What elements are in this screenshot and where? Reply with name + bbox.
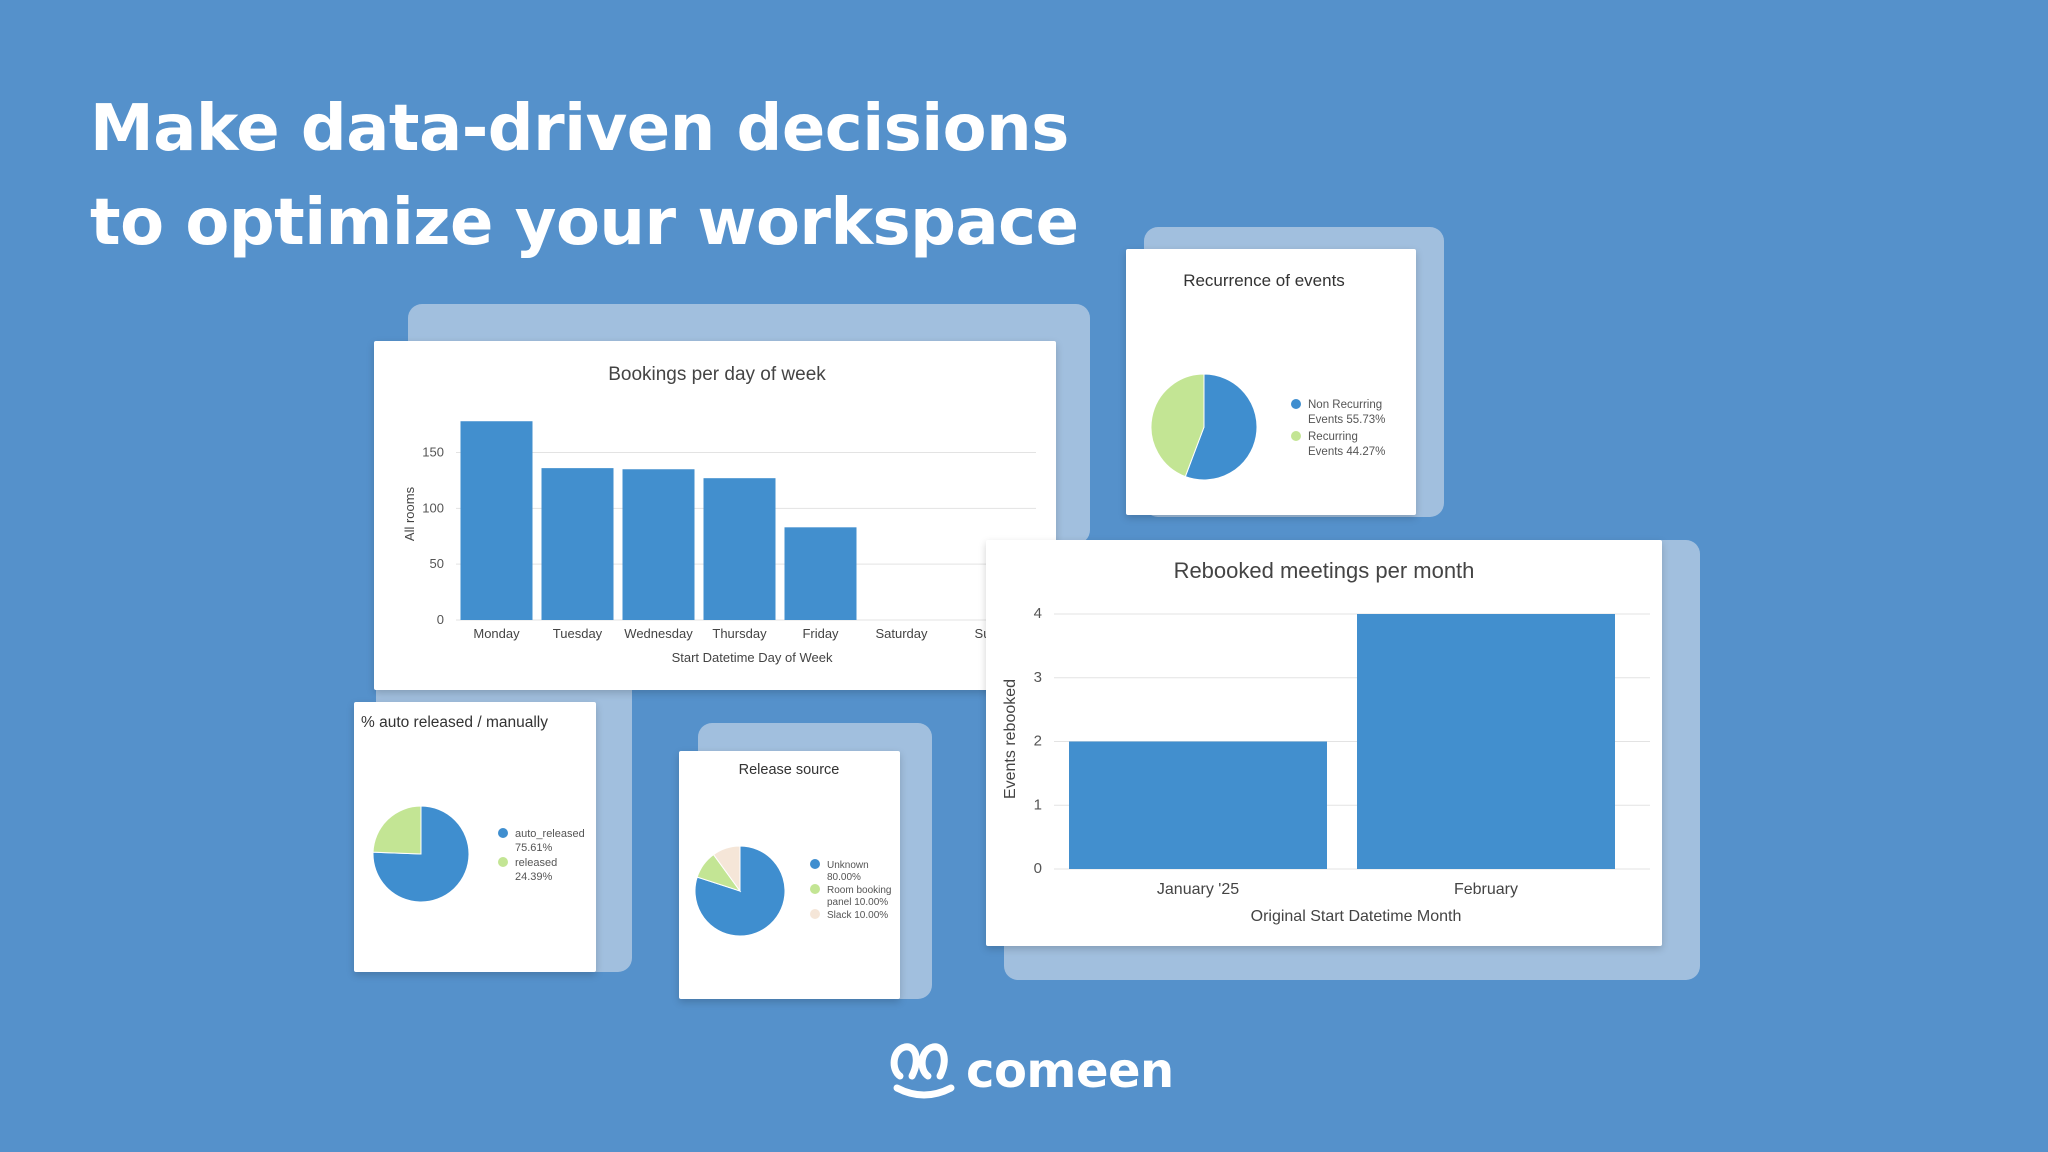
chart-title: Bookings per day of week <box>608 364 826 385</box>
legend-label: Recurring <box>1308 431 1358 443</box>
chart-title: % auto released / manually <box>361 714 548 731</box>
legend-dot <box>498 828 508 838</box>
x-category-label: Wednesday <box>624 626 693 641</box>
legend-dot <box>810 859 820 869</box>
chart-svg: Rebooked meetings per month 0 1 2 3 4 January … <box>1002 558 1650 925</box>
legend-dot <box>810 884 820 894</box>
chart-svg: Recurrence of events Non Recurring Events … <box>1150 271 1385 481</box>
y-tick-label: 100 <box>422 500 444 515</box>
chart-title: Rebooked meetings per month <box>1174 558 1475 583</box>
brand: comeen <box>888 1036 1174 1106</box>
x-category-label: Tuesday <box>553 626 603 641</box>
y-tick-label: 0 <box>1034 860 1042 877</box>
bar <box>622 469 695 620</box>
legend-label: Room booking <box>827 885 891 896</box>
chart-title: Recurrence of events <box>1183 271 1345 290</box>
headline: Make data-driven decisions to optimize y… <box>90 82 1079 270</box>
legend-label: 75.61% <box>515 842 553 854</box>
y-axis-label: Events rebooked <box>1002 679 1019 799</box>
comeen-logo-icon <box>890 1043 955 1099</box>
legend-label: Unknown <box>827 860 869 871</box>
release-source-card: Release source Unknown 80.00% Room booking p… <box>679 751 900 999</box>
y-tick-label: 150 <box>422 445 444 460</box>
bar <box>1069 741 1327 869</box>
legend-label: Events 55.73% <box>1308 414 1385 426</box>
bar <box>1357 614 1615 869</box>
legend-label: auto_released <box>515 828 585 840</box>
x-category-label: Monday <box>473 626 520 641</box>
x-category-label: Thursday <box>712 626 767 641</box>
legend-dot <box>810 909 820 919</box>
pie-slice <box>372 805 422 855</box>
legend-dot <box>1291 431 1301 441</box>
rebooked-meetings-card: Rebooked meetings per month 0 1 2 3 4 January … <box>986 540 1662 946</box>
legend-label: 80.00% <box>827 872 861 883</box>
x-category-label: January '25 <box>1157 881 1239 898</box>
bar <box>703 478 776 620</box>
legend-dot <box>1291 399 1301 409</box>
legend-label: Events 44.27% <box>1308 446 1385 458</box>
recurrence-of-events-card: Recurrence of events Non Recurring Events … <box>1126 249 1416 515</box>
x-axis-label: Original Start Datetime Month <box>1251 908 1462 925</box>
pie-slice <box>1150 373 1205 478</box>
headline-line-2: to optimize your workspace <box>90 186 1079 260</box>
y-tick-label: 4 <box>1034 605 1042 622</box>
pie-slice <box>712 845 741 893</box>
y-tick-label: 0 <box>437 612 444 627</box>
legend-label: released <box>515 857 557 869</box>
y-axis-label: All rooms <box>402 486 417 541</box>
pie-slice <box>1184 373 1258 481</box>
auto-released-card: % auto released / manually auto_released 7… <box>354 702 596 972</box>
y-tick-label: 1 <box>1034 796 1042 813</box>
bar <box>784 527 857 620</box>
bar <box>541 468 614 620</box>
legend-label: Non Recurring <box>1308 399 1382 411</box>
y-tick-label: 50 <box>430 556 444 571</box>
chart-svg: % auto released / manually auto_released 7… <box>361 714 585 903</box>
bookings-per-day-card: Bookings per day of week 0 50 100 150 Monday T… <box>374 341 1056 690</box>
y-tick-label: 3 <box>1034 669 1042 686</box>
legend-dot <box>498 857 508 867</box>
x-axis-label: Start Datetime Day of Week <box>672 650 833 665</box>
x-category-label: Friday <box>802 626 839 641</box>
legend-label: panel 10.00% <box>827 897 888 908</box>
bar <box>460 421 533 620</box>
legend-label: Slack 10.00% <box>827 910 888 921</box>
chart-title: Release source <box>739 762 840 778</box>
y-tick-label: 2 <box>1034 733 1042 750</box>
headline-line-1: Make data-driven decisions <box>90 92 1069 166</box>
x-category-label: February <box>1454 881 1518 898</box>
chart-svg: Bookings per day of week 0 50 100 150 Monday T… <box>402 364 1036 665</box>
x-category-label: Saturday <box>875 626 928 641</box>
brand-name: comeen <box>966 1043 1174 1099</box>
legend-label: 24.39% <box>515 871 553 883</box>
